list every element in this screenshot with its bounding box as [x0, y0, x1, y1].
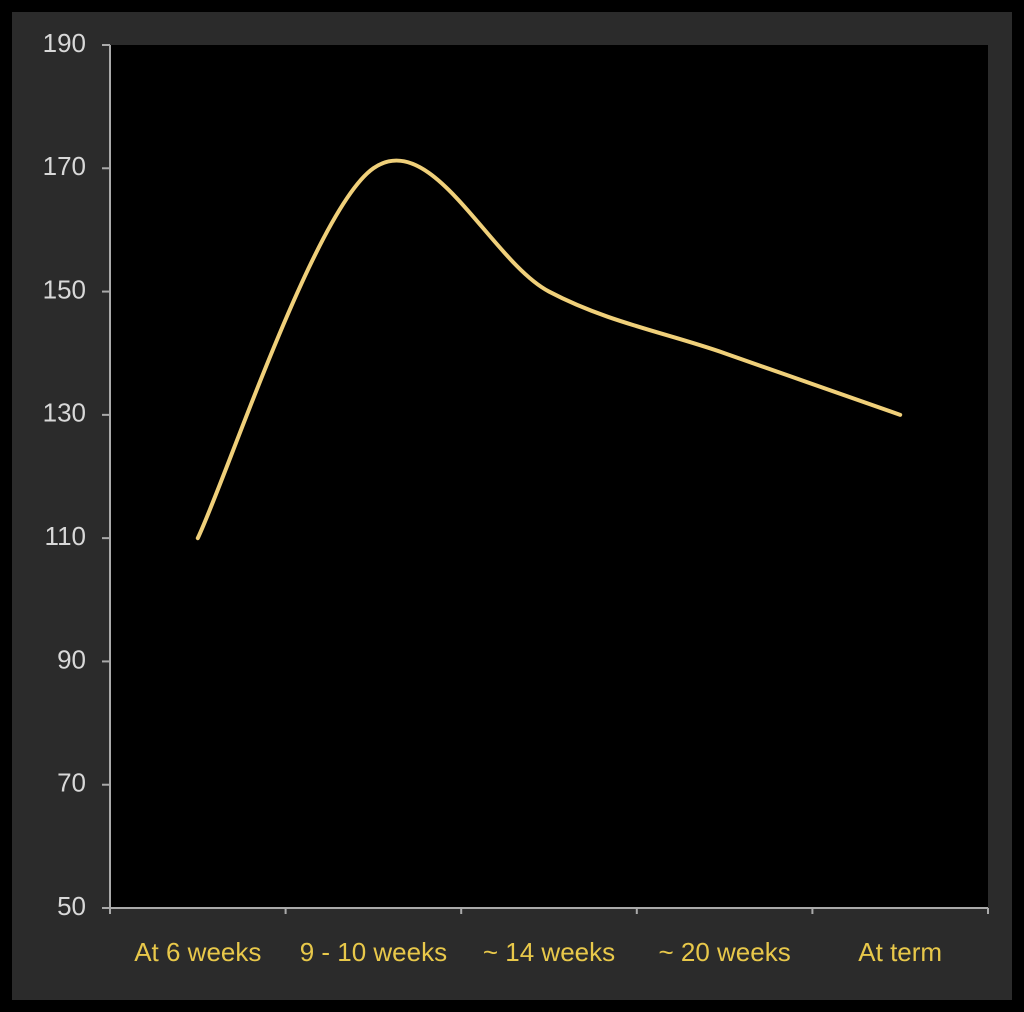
line: [195, 158, 903, 541]
y-tick-label: 170: [43, 151, 86, 181]
y-tick-label: 150: [43, 274, 86, 304]
x-tick-label: At term: [858, 937, 942, 967]
y-tick-label: 90: [57, 644, 86, 674]
x-tick-label: 9 - 10 weeks: [300, 937, 447, 967]
y-tick-label: 50: [57, 891, 86, 921]
y-tick-label: 70: [57, 768, 86, 798]
y-tick-label: 110: [45, 521, 86, 551]
x-tick-label: At 6 weeks: [134, 937, 261, 967]
x-tick-label: ~ 14 weeks: [483, 937, 615, 967]
plot-area: [110, 45, 988, 908]
x-tick-label: ~ 20 weeks: [658, 937, 790, 967]
y-tick-label: 130: [43, 398, 86, 428]
y-tick-label: 190: [43, 28, 86, 58]
